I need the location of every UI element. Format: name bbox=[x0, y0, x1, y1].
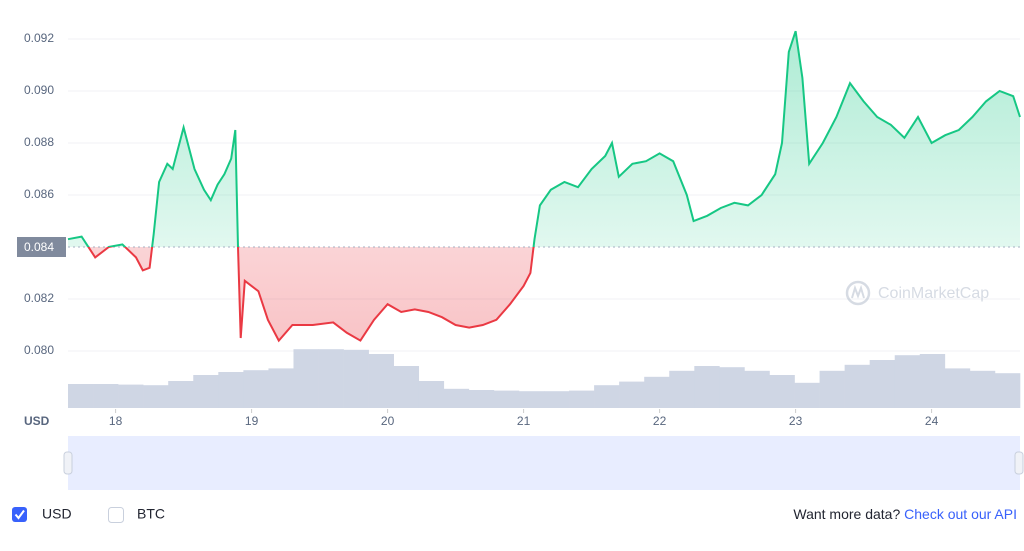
unit-label: USD bbox=[24, 414, 50, 428]
volume-bar bbox=[418, 381, 445, 408]
volume-bar bbox=[769, 375, 795, 408]
price-line-down bbox=[87, 247, 535, 343]
volume-bar bbox=[594, 385, 620, 408]
y-tick-label: 0.086 bbox=[24, 187, 54, 201]
currency-label[interactable]: BTC bbox=[137, 506, 165, 522]
volume-bar bbox=[994, 373, 1021, 408]
api-link[interactable]: Check out our API bbox=[904, 506, 1017, 522]
y-tick-label: 0.080 bbox=[24, 343, 54, 357]
volume-bar bbox=[118, 384, 144, 408]
navigator-bg bbox=[68, 436, 1020, 490]
watermark-text: CoinMarketCap bbox=[878, 285, 989, 302]
checkbox[interactable] bbox=[12, 507, 27, 522]
volume-bar bbox=[544, 391, 570, 408]
volume-bar bbox=[293, 349, 319, 408]
area-below bbox=[68, 247, 1020, 341]
baseline-label-bg bbox=[17, 237, 66, 257]
y-tick-label: 0.092 bbox=[24, 31, 54, 45]
volume-bar bbox=[919, 354, 946, 408]
volume-bar bbox=[719, 367, 745, 408]
volume-bar bbox=[819, 370, 845, 408]
volume-bar bbox=[744, 370, 770, 408]
volume-bar bbox=[443, 388, 470, 408]
volume-bar bbox=[268, 368, 294, 408]
volume-bar bbox=[318, 349, 344, 408]
checkbox[interactable] bbox=[108, 507, 124, 523]
x-tick-label: 21 bbox=[517, 414, 531, 428]
volume-bar bbox=[844, 364, 870, 408]
x-tick-label: 22 bbox=[653, 414, 667, 428]
y-tick-label: 0.090 bbox=[24, 83, 54, 97]
volume-bar bbox=[944, 368, 971, 408]
check-icon bbox=[14, 509, 25, 520]
volume-bar bbox=[168, 381, 194, 408]
volume-bar bbox=[68, 384, 94, 408]
volume-bar bbox=[93, 384, 119, 408]
volume-bar bbox=[518, 391, 545, 408]
volume-bar bbox=[218, 372, 244, 408]
volume-bar bbox=[493, 390, 520, 408]
y-tick-label: 0.082 bbox=[24, 291, 54, 305]
watermark: CoinMarketCap bbox=[845, 280, 989, 306]
x-tick-label: 20 bbox=[381, 414, 395, 428]
currency-usd[interactable]: USD bbox=[12, 506, 72, 522]
footer-question: Want more data? bbox=[793, 506, 900, 522]
volume-bar bbox=[869, 360, 896, 408]
volume-bar bbox=[193, 375, 219, 408]
volume-bar bbox=[143, 385, 169, 408]
volume-bar bbox=[619, 381, 645, 408]
volume-bar bbox=[569, 390, 595, 408]
x-tick-label: 19 bbox=[245, 414, 259, 428]
navigator-handle[interactable] bbox=[63, 451, 73, 475]
volume-bar bbox=[343, 349, 369, 408]
x-tick-label: 24 bbox=[925, 414, 939, 428]
volume-bar bbox=[243, 370, 269, 408]
y-tick-label: 0.088 bbox=[24, 135, 54, 149]
x-tick-label: 18 bbox=[109, 414, 123, 428]
volume-bar bbox=[794, 382, 820, 408]
volume-bar bbox=[894, 355, 921, 408]
footer-text: Want more data? Check out our API bbox=[793, 506, 1017, 522]
volume-bar bbox=[368, 354, 394, 408]
volume-bar bbox=[669, 370, 695, 408]
navigator-handle[interactable] bbox=[1014, 451, 1024, 475]
volume-bar bbox=[468, 390, 495, 408]
volume-bar bbox=[644, 376, 670, 408]
volume-bar bbox=[393, 366, 420, 408]
currency-label[interactable]: USD bbox=[42, 506, 72, 522]
area-above bbox=[68, 31, 1020, 247]
volume-bar bbox=[694, 366, 720, 408]
price-line-up bbox=[67, 30, 1021, 247]
volume-bar bbox=[969, 370, 996, 408]
currency-btc[interactable]: BTC bbox=[108, 506, 166, 523]
x-tick-label: 23 bbox=[789, 414, 803, 428]
baseline-label: 0.084 bbox=[24, 240, 54, 254]
